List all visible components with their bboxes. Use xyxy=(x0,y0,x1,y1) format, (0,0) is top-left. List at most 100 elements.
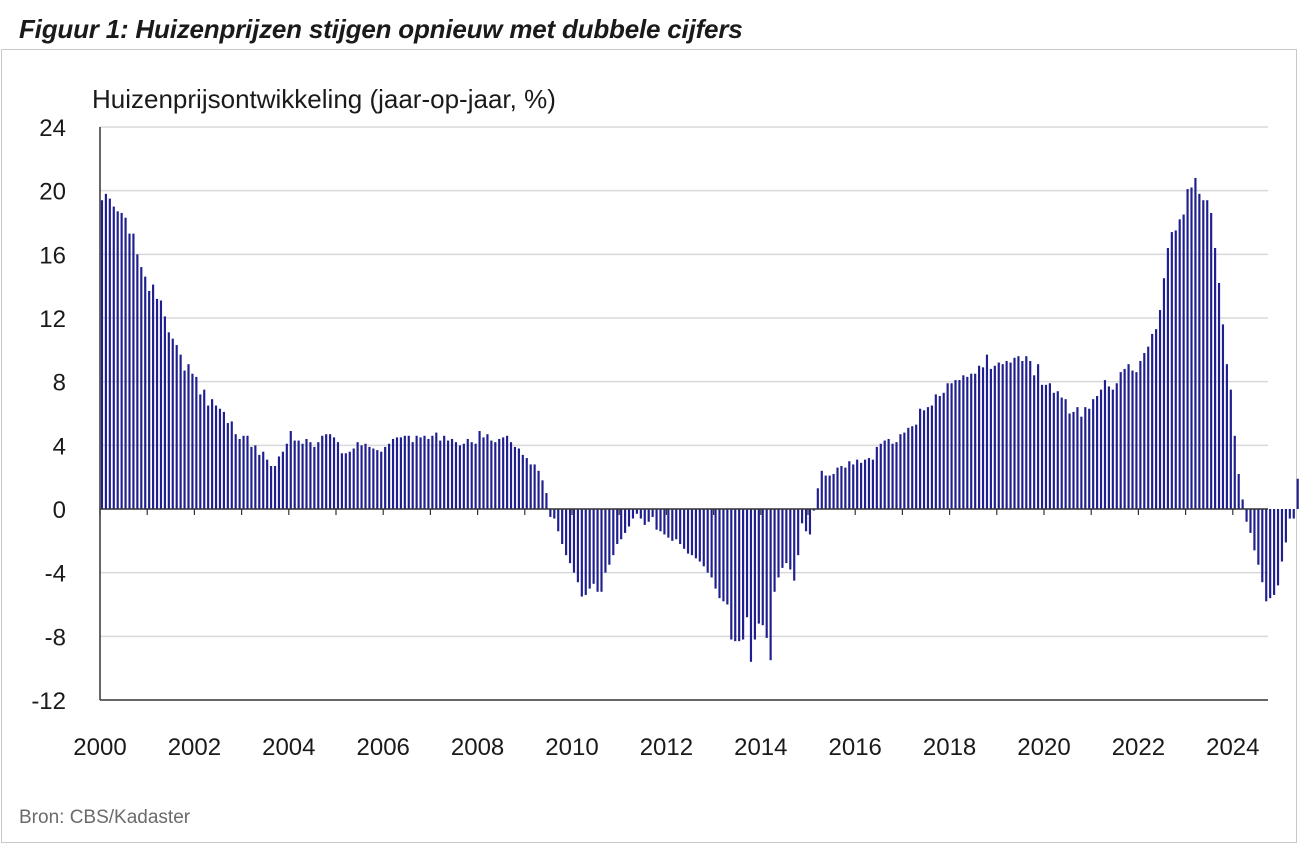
bar xyxy=(1056,391,1059,509)
bar xyxy=(1060,397,1063,509)
bar xyxy=(380,451,383,509)
bar xyxy=(600,509,603,592)
bar xyxy=(1033,375,1036,509)
x-tick-label: 2024 xyxy=(1206,734,1259,761)
bar xyxy=(1139,360,1142,509)
x-tick-label: 2020 xyxy=(1017,734,1070,761)
bar xyxy=(1068,413,1071,509)
bar xyxy=(1013,357,1016,509)
bar xyxy=(1048,383,1051,509)
bar xyxy=(1158,310,1162,509)
bar xyxy=(266,459,269,509)
bar xyxy=(1147,346,1150,509)
bar xyxy=(336,442,340,509)
bar xyxy=(226,423,229,509)
bar xyxy=(871,459,874,509)
bar xyxy=(348,451,351,509)
bar xyxy=(919,408,922,509)
bar xyxy=(643,509,646,525)
x-tick-label: 2016 xyxy=(829,734,882,761)
bar xyxy=(549,509,552,517)
bar xyxy=(439,440,442,509)
bar xyxy=(808,509,812,535)
y-tick-label: 20 xyxy=(39,179,66,206)
bar xyxy=(1107,386,1110,509)
bar xyxy=(989,368,992,509)
bar xyxy=(356,442,359,509)
bar xyxy=(1037,364,1040,509)
bar xyxy=(655,509,658,530)
bar xyxy=(395,437,399,510)
bar xyxy=(1194,177,1197,509)
bar xyxy=(608,509,611,565)
bar xyxy=(1182,214,1185,510)
bar xyxy=(659,509,662,532)
bar xyxy=(222,411,225,509)
bar xyxy=(273,466,277,509)
bar-series xyxy=(100,177,1299,662)
bar xyxy=(844,467,847,509)
bar xyxy=(1044,384,1048,509)
bar xyxy=(525,458,528,509)
bar xyxy=(490,440,493,509)
bar xyxy=(148,290,151,509)
bar xyxy=(447,440,450,509)
bar xyxy=(679,509,682,545)
bar xyxy=(1202,200,1205,509)
bar xyxy=(1273,509,1276,595)
x-tick-label: 2008 xyxy=(451,734,504,761)
bar xyxy=(1099,389,1103,510)
bar xyxy=(293,440,296,509)
bar xyxy=(391,438,395,509)
bar xyxy=(498,438,501,509)
bar xyxy=(592,509,595,584)
bar xyxy=(301,443,304,509)
bar xyxy=(1119,372,1122,509)
bar xyxy=(899,434,902,509)
bar xyxy=(922,410,926,509)
bar xyxy=(537,470,540,509)
bar xyxy=(317,442,320,509)
y-tick-label: 12 xyxy=(39,306,66,333)
bar xyxy=(557,509,560,532)
bar xyxy=(1017,356,1020,509)
bar xyxy=(545,493,548,509)
bar xyxy=(384,446,387,509)
bar xyxy=(576,509,579,583)
y-tick-label: -4 xyxy=(45,561,66,588)
bar xyxy=(1131,370,1134,509)
bar xyxy=(1029,360,1032,509)
bar xyxy=(946,383,949,509)
bar xyxy=(777,509,780,578)
bar xyxy=(828,475,831,509)
bar xyxy=(1280,509,1284,562)
bar xyxy=(604,509,607,573)
bar xyxy=(773,509,776,592)
bar xyxy=(1296,478,1299,509)
bar xyxy=(415,435,418,509)
bar xyxy=(427,438,430,509)
bar xyxy=(840,466,843,509)
bar xyxy=(513,446,517,509)
y-tick-label: 16 xyxy=(39,242,66,269)
bar xyxy=(789,509,792,570)
bar xyxy=(1241,499,1244,509)
bar xyxy=(419,437,422,510)
bar xyxy=(1052,392,1055,509)
bar xyxy=(321,435,324,509)
bar xyxy=(1040,384,1044,509)
bar xyxy=(541,480,544,509)
bar xyxy=(332,437,336,510)
bar xyxy=(152,284,155,509)
bar xyxy=(981,367,985,509)
bar xyxy=(411,442,414,509)
bar xyxy=(765,509,768,638)
bar xyxy=(1225,364,1228,509)
source-note: Bron: CBS/Kadaster xyxy=(19,807,191,828)
bar xyxy=(140,267,143,509)
bar xyxy=(683,509,686,549)
bar xyxy=(753,509,756,640)
bar xyxy=(1261,509,1264,583)
bar xyxy=(435,432,438,509)
bar xyxy=(930,405,933,509)
